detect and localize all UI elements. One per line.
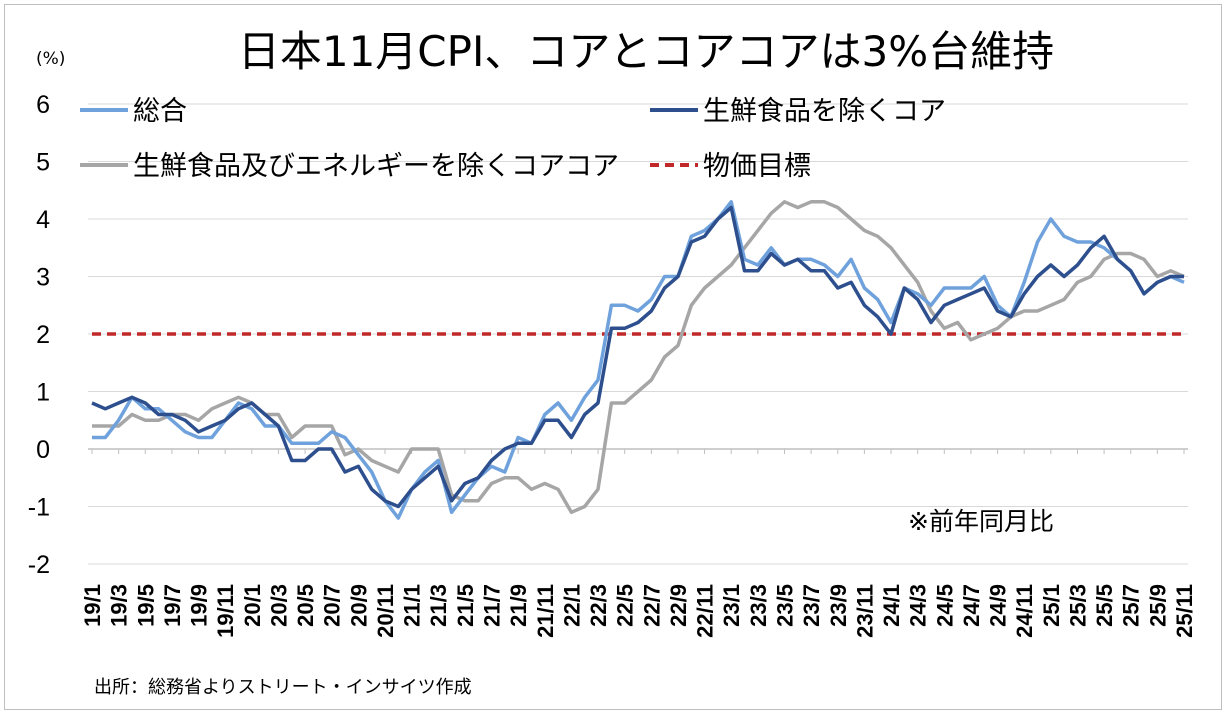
x-tick-label: 21/3 [426, 584, 451, 627]
x-tick-label: 21/11 [533, 584, 558, 638]
y-tick-label: 6 [36, 91, 50, 119]
x-tick-label: 25/9 [1145, 584, 1170, 627]
x-tick-label: 22/3 [586, 584, 611, 627]
x-tick-label: 19/3 [107, 584, 132, 627]
legend-target-label: 物価目標 [703, 151, 811, 182]
x-tick-label: 19/11 [213, 584, 238, 638]
y-tick-label: 2 [36, 321, 50, 349]
x-tick-label: 21/7 [480, 584, 505, 627]
x-tick-label: 22/11 [693, 584, 718, 638]
x-tick-label: 21/1 [400, 584, 425, 627]
x-tick-label: 25/1 [1039, 584, 1064, 627]
x-tick-label: 24/9 [986, 584, 1011, 627]
x-tick-label: 19/5 [133, 584, 158, 627]
x-tick-label: 25/5 [1092, 584, 1117, 627]
series-lines [91, 200, 1185, 520]
yoy-note: ※前年同月比 [908, 507, 1054, 536]
x-tick-label: 24/5 [932, 584, 957, 627]
y-axis-unit: (%) [36, 49, 65, 69]
x-tick-label: 25/3 [1065, 584, 1090, 627]
x-tick-label: 24/3 [906, 584, 931, 627]
x-tick-label: 23/11 [852, 584, 877, 638]
x-tick-label: 22/9 [666, 584, 691, 627]
y-tick-label: -2 [28, 551, 50, 579]
x-tick-label: 25/11 [1172, 584, 1197, 638]
series-line-core [91, 205, 1184, 509]
x-tick-label: 24/1 [879, 584, 904, 627]
x-axis-ticks: 19/1 19/3 19/5 19/7 19/9 19/11 20/1 20/3 20/5 20/… [80, 449, 1197, 638]
y-tick-label: 1 [36, 379, 50, 407]
series-line-core-core [92, 200, 1185, 515]
legend-core-label: 生鮮食品を除くコア [703, 96, 946, 127]
x-tick-label: 23/9 [826, 584, 851, 627]
x-tick-label: 22/1 [559, 584, 584, 627]
y-tick-label: 3 [36, 264, 50, 292]
y-tick-label: -1 [28, 494, 50, 522]
x-tick-label: 24/7 [959, 584, 984, 627]
x-tick-label: 20/7 [320, 584, 345, 627]
y-tick-label: 5 [36, 149, 50, 177]
x-tick-label: 23/7 [799, 584, 824, 627]
x-tick-label: 19/1 [80, 584, 105, 627]
x-tick-label: 23/5 [772, 584, 797, 627]
legend-core-core-label: 生鮮食品及びエネルギーを除くコアコア [133, 151, 619, 182]
legend-headline-label: 総合 [133, 96, 187, 127]
x-tick-label: 20/1 [240, 584, 265, 627]
source-note: 出所：総務省よりストリート・インサイツ作成 [94, 677, 472, 698]
x-tick-label: 21/9 [506, 584, 531, 627]
x-tick-label: 23/1 [719, 584, 744, 627]
y-tick-label: 0 [36, 436, 50, 464]
series-line-headline [92, 200, 1185, 520]
x-tick-label: 19/7 [160, 584, 185, 627]
x-tick-label: 20/5 [293, 584, 318, 627]
x-tick-label: 20/11 [373, 584, 398, 638]
x-tick-label: 23/3 [746, 584, 771, 627]
y-tick-label: 4 [36, 206, 50, 234]
x-tick-label: 20/9 [346, 584, 371, 627]
x-tick-label: 20/3 [266, 584, 291, 627]
chart-title: 日本11月CPI、コアとコアコアは3%台維持 [238, 27, 1054, 76]
chart-frame [4, 4, 1222, 710]
y-axis-ticks: 6 5 4 3 2 1 0 -1 -2 [28, 91, 50, 579]
x-tick-label: 19/9 [187, 584, 212, 627]
x-tick-label: 21/5 [453, 584, 478, 627]
x-tick-label: 25/7 [1119, 584, 1144, 627]
x-tick-label: 22/7 [639, 584, 664, 627]
x-tick-label: 22/5 [613, 584, 638, 627]
x-tick-label: 24/11 [1012, 584, 1037, 638]
